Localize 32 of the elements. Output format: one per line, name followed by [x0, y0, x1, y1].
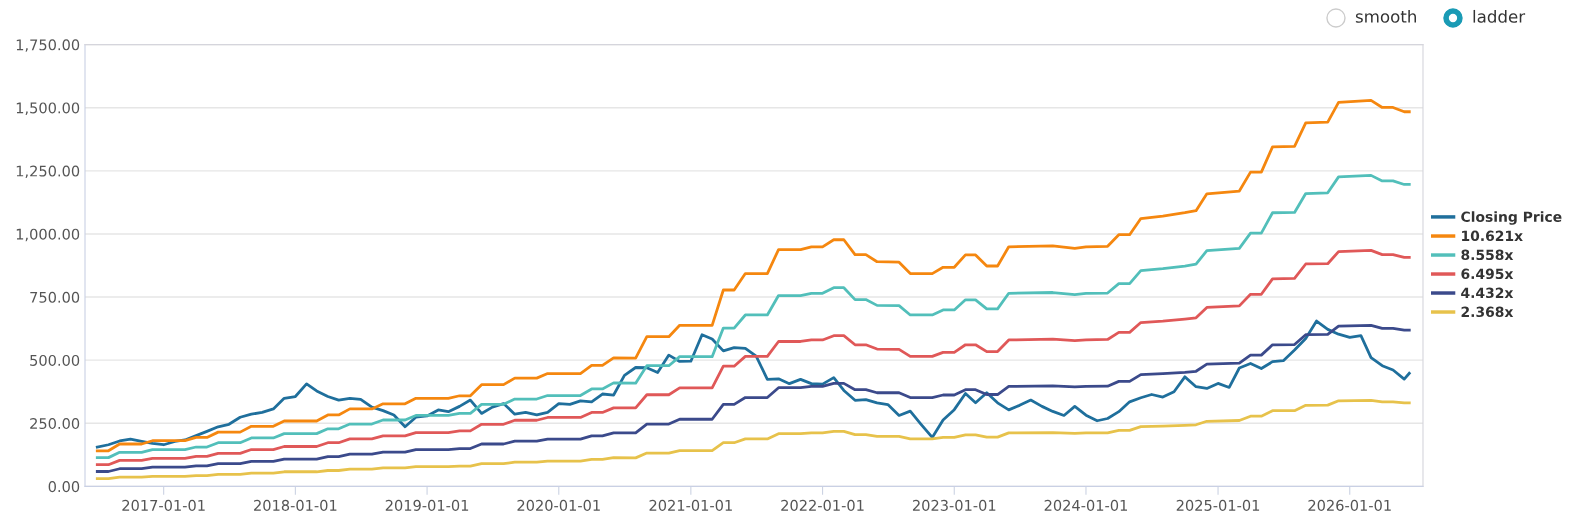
y-tick-label: 1,000.00 [16, 228, 80, 242]
legend-label: Closing Price [1461, 211, 1562, 225]
text: smooth [1355, 9, 1416, 23]
y-tick-label: 1,750.00 [16, 39, 80, 52]
line-series [95, 398, 1411, 480]
legend-label: 4.432x [1461, 287, 1514, 299]
line-series [95, 248, 1411, 467]
legend-label: 8.558x [1461, 249, 1514, 261]
y-tick-label: 750.00 [30, 291, 80, 303]
y-tick-label: 0.00 [48, 481, 80, 493]
text: ladder [1473, 9, 1526, 23]
x-tick-label: 2017-01-01 [122, 499, 205, 511]
line-series [95, 323, 1411, 473]
x-tick-label: 2023-01-01 [912, 499, 996, 511]
legend-label: 10.621x [1462, 230, 1523, 242]
y-tick-label: 1,250.00 [16, 165, 80, 179]
x-tick-label: 2021-01-01 [649, 499, 732, 511]
x-tick-label: 2024-01-01 [1044, 499, 1127, 511]
y-tick-label: 500.00 [30, 354, 80, 366]
x-tick-label: 2019-01-01 [385, 499, 469, 511]
line-series [95, 319, 1411, 449]
y-tick-label: 1,500.00 [16, 102, 80, 115]
x-tick-label: 2020-01-01 [517, 499, 600, 511]
line-series [95, 173, 1411, 460]
x-tick-label: 2026-01-01 [1308, 499, 1391, 511]
legend-label: 2.368x [1461, 306, 1514, 318]
y-tick-label: 250.00 [30, 418, 80, 430]
x-tick-label: 2022-01-01 [781, 499, 864, 511]
x-tick-label: 2018-01-01 [254, 499, 337, 511]
legend-label: 6.495x [1461, 268, 1514, 280]
x-tick-label: 2025-01-01 [1176, 499, 1260, 511]
line-series [95, 99, 1411, 453]
